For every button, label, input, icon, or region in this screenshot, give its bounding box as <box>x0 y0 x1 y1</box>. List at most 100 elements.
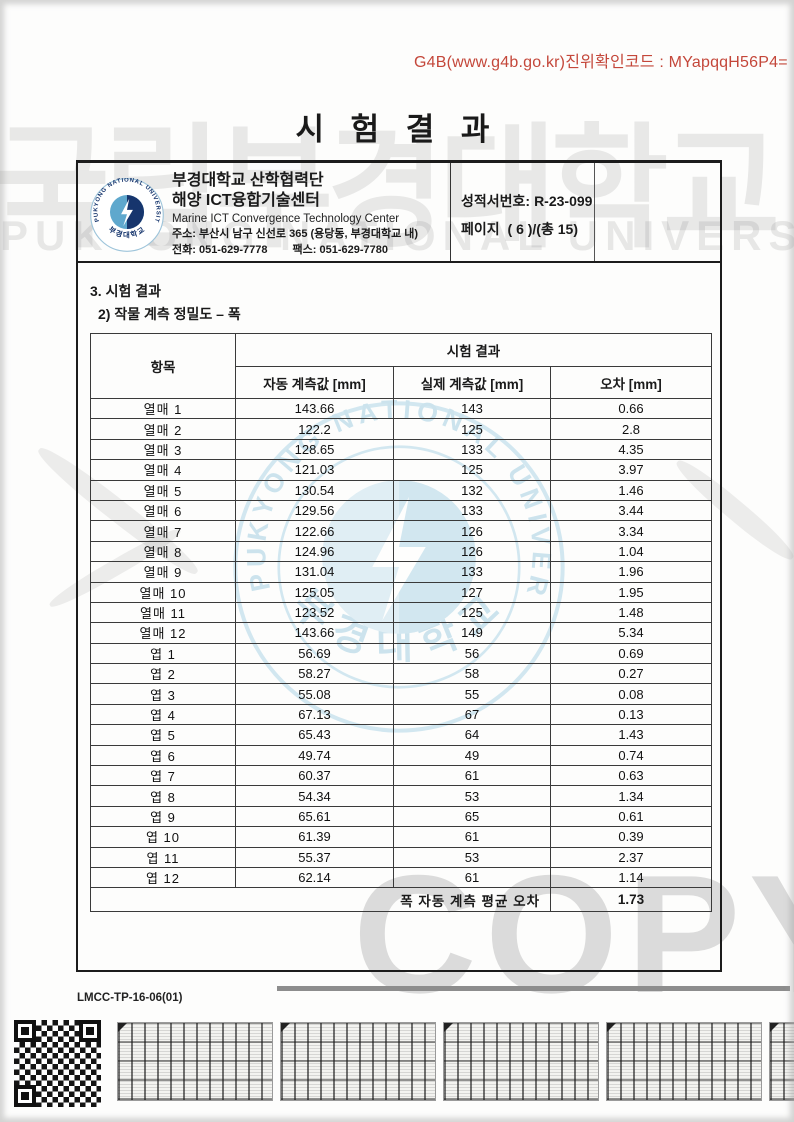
qr-finder-pattern <box>79 1020 101 1042</box>
value-cell: 53 <box>393 846 551 868</box>
value-cell: 1.43 <box>549 724 713 746</box>
item-cell: 엽 2 <box>90 663 236 685</box>
value-cell: 3.97 <box>549 459 713 481</box>
value-cell: 56 <box>393 642 551 665</box>
item-cell: 열매 5 <box>90 479 236 501</box>
value-cell: 61 <box>393 826 551 848</box>
value-cell: 133 <box>393 438 551 461</box>
footer-divider-bar <box>277 986 790 991</box>
item-cell: 열매 9 <box>90 561 236 583</box>
value-cell: 0.63 <box>549 765 713 787</box>
value-cell: 1.04 <box>549 540 713 563</box>
security-strip <box>443 1022 599 1101</box>
qr-code <box>14 1020 101 1107</box>
value-cell: 2.37 <box>549 846 713 868</box>
value-cell: 1.34 <box>549 785 713 807</box>
value-cell: 0.39 <box>549 826 713 848</box>
item-cell: 엽 10 <box>90 826 236 848</box>
value-cell: 2.8 <box>549 418 713 440</box>
value-cell: 1.95 <box>549 581 713 603</box>
table-row: 엽 4 67.13 67 0.13 <box>90 703 713 726</box>
item-cell: 열매 8 <box>90 540 236 563</box>
summary-row: 폭 자동 계측 평균 오차 1.73 <box>90 887 713 913</box>
item-cell: 열매 11 <box>90 601 236 624</box>
value-cell: 3.44 <box>549 499 713 522</box>
section-heading-2: 2) 작물 계측 정밀도 – 폭 <box>98 306 241 322</box>
report-page-label: 페이지 <box>461 221 500 237</box>
value-cell: 0.66 <box>549 397 713 420</box>
item-cell: 엽 5 <box>90 724 236 746</box>
item-cell: 엽 12 <box>90 866 236 889</box>
value-cell: 55.08 <box>235 683 394 705</box>
table-row: 열매 6 129.56 133 3.44 <box>90 499 713 522</box>
value-cell: 64 <box>393 724 551 746</box>
value-cell: 1.48 <box>549 601 713 624</box>
value-cell: 0.61 <box>549 805 713 828</box>
item-cell: 열매 12 <box>90 622 236 644</box>
item-cell: 엽 6 <box>90 744 236 767</box>
org-phone: 전화: 051-629-7778 <box>172 244 268 257</box>
report-page-value: ( 6 )/(총 15) <box>507 221 578 237</box>
table-row: 열매 8 124.96 126 1.04 <box>90 540 713 563</box>
table-row: 열매 3 128.65 133 4.35 <box>90 438 713 461</box>
value-cell: 130.54 <box>235 479 394 501</box>
table-row: 열매 5 130.54 132 1.46 <box>90 479 713 501</box>
org-contact: 전화: 051-629-7778 팩스: 051-629-7780 <box>172 244 418 258</box>
report-number-line: 성적서번호: R-23-099 <box>461 191 594 211</box>
value-cell: 0.74 <box>549 744 713 767</box>
group-column-header: 시험 결과 <box>234 333 713 367</box>
item-cell: 엽 9 <box>90 805 236 828</box>
report-number-label: 성적서번호: <box>461 193 531 209</box>
column-header: 자동 계측값 [mm] <box>235 366 394 399</box>
value-cell: 49 <box>393 744 551 767</box>
value-cell: 128.65 <box>235 438 394 461</box>
value-cell: 126 <box>393 540 551 563</box>
table-row: 열매 2 122.2 125 2.8 <box>90 418 713 440</box>
university-logo-icon: PUKYONG NATIONAL UNIVERSITY 부경대학교 <box>90 178 164 252</box>
value-cell: 55 <box>393 683 551 705</box>
qr-finder-pattern <box>14 1085 36 1107</box>
item-cell: 엽 3 <box>90 683 236 705</box>
value-cell: 61.39 <box>235 826 394 848</box>
report-number-value: R-23-099 <box>534 193 593 209</box>
item-cell: 엽 7 <box>90 765 236 787</box>
qr-finder-pattern <box>14 1020 36 1042</box>
value-cell: 127 <box>393 581 551 603</box>
value-cell: 58 <box>393 663 551 685</box>
value-cell: 133 <box>393 561 551 583</box>
value-cell: 149 <box>393 622 551 644</box>
table-row: 엽 3 55.08 55 0.08 <box>90 683 713 705</box>
value-cell: 3.34 <box>549 520 713 542</box>
value-cell: 53 <box>393 785 551 807</box>
value-cell: 56.69 <box>235 642 394 665</box>
report-meta: 성적서번호: R-23-099 페이지 ( 6 )/(총 15) <box>450 163 595 261</box>
table-row: 열매 1 143.66 143 0.66 <box>90 397 713 420</box>
org-fax: 팩스: 051-629-7780 <box>292 244 388 257</box>
value-cell: 1.46 <box>549 479 713 501</box>
table-row: 엽 12 62.14 61 1.14 <box>90 866 713 889</box>
value-cell: 126 <box>393 520 551 542</box>
value-cell: 0.27 <box>549 663 713 685</box>
value-cell: 0.69 <box>549 642 713 665</box>
org-name-english: Marine ICT Convergence Technology Center <box>172 213 400 225</box>
value-cell: 5.34 <box>549 622 713 644</box>
value-cell: 61 <box>393 765 551 787</box>
value-cell: 65.61 <box>235 805 394 828</box>
org-name-line2: 해양 ICT융합기술센터 <box>172 192 320 209</box>
summary-value: 1.73 <box>549 887 713 913</box>
value-cell: 4.35 <box>549 438 713 461</box>
value-cell: 55.37 <box>235 846 394 868</box>
item-cell: 열매 3 <box>90 438 236 461</box>
report-page-line: 페이지 ( 6 )/(총 15) <box>461 219 594 239</box>
value-cell: 1.96 <box>549 561 713 583</box>
value-cell: 125 <box>393 459 551 481</box>
value-cell: 60.37 <box>235 765 394 787</box>
table-row: 엽 6 49.74 49 0.74 <box>90 744 713 767</box>
value-cell: 54.34 <box>235 785 394 807</box>
security-pattern-strips <box>117 1022 794 1101</box>
table-row: 엽 10 61.39 61 0.39 <box>90 826 713 848</box>
value-cell: 62.14 <box>235 866 394 889</box>
value-cell: 121.03 <box>235 459 394 481</box>
table-row: 엽 2 58.27 58 0.27 <box>90 663 713 685</box>
